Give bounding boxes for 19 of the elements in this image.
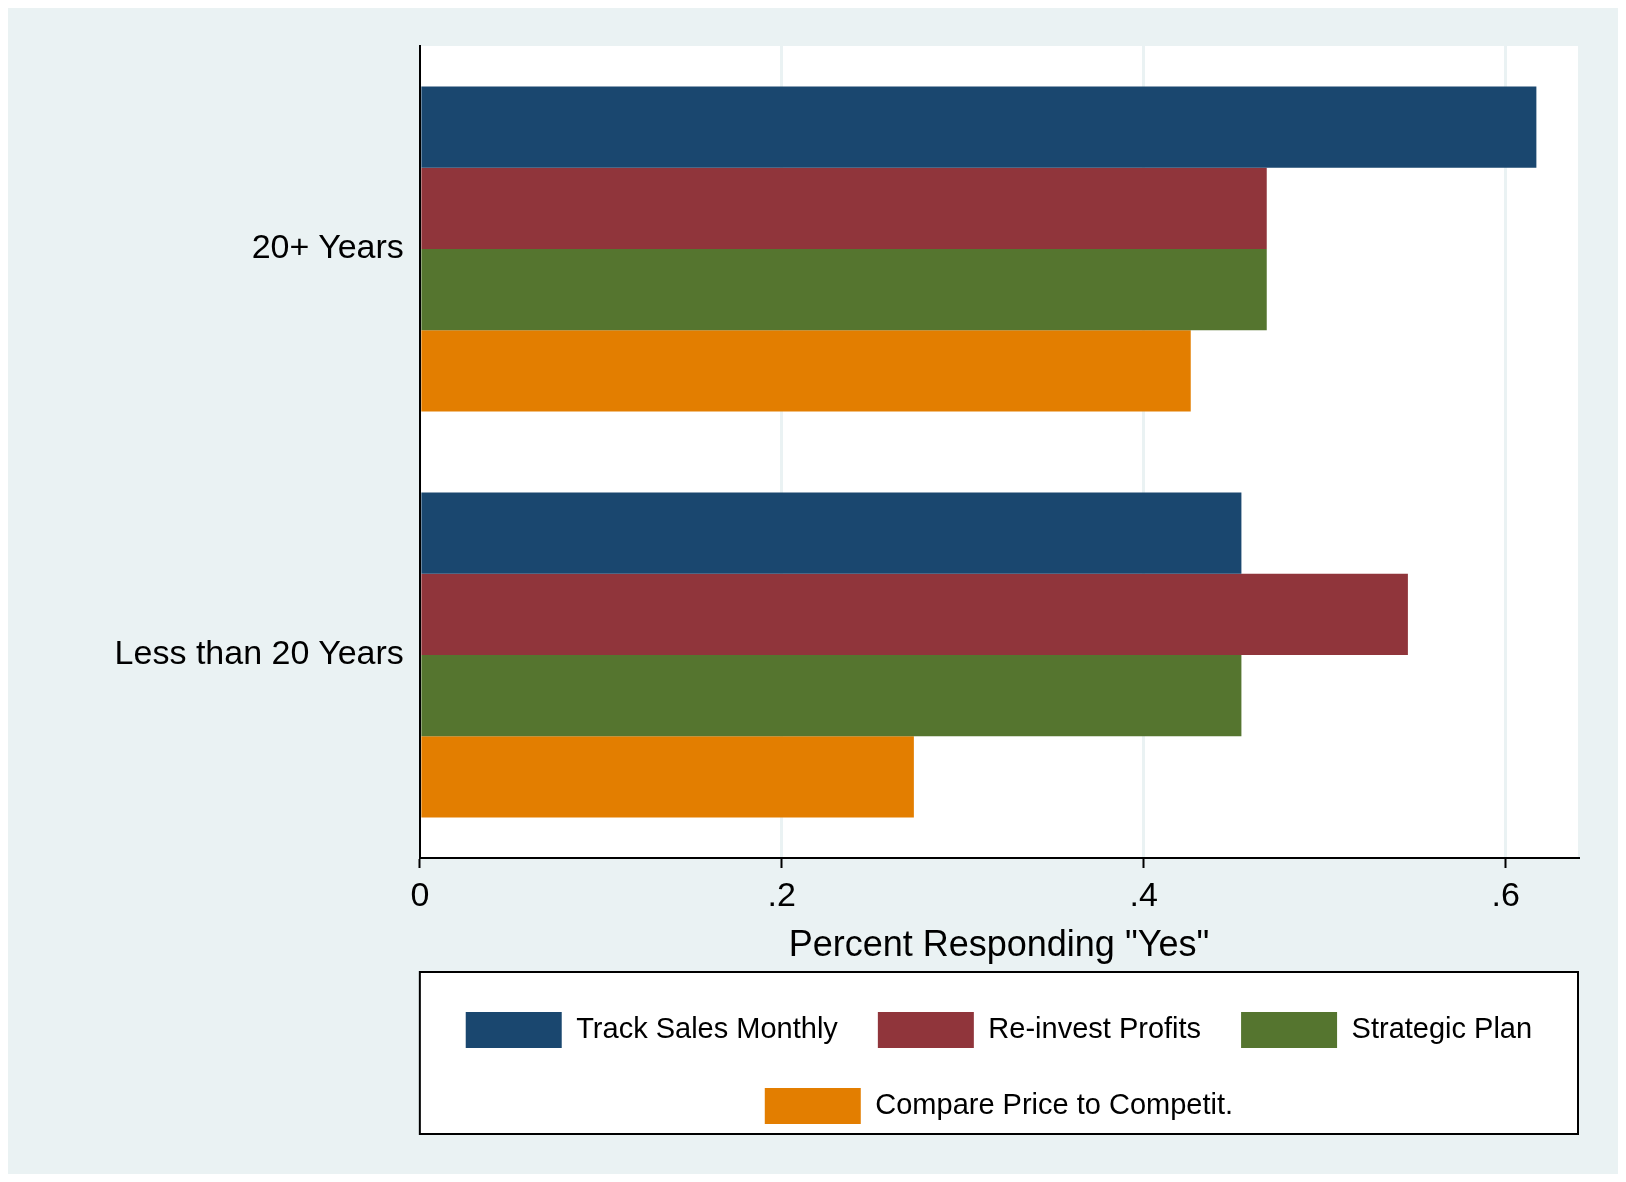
x-tick-label: .4: [1129, 874, 1158, 913]
legend-label: Compare Price to Competit.: [875, 1088, 1234, 1120]
legend-label: Strategic Plan: [1351, 1012, 1533, 1044]
x-tick-label: .6: [1491, 874, 1520, 913]
legend-label: Re-invest Profits: [988, 1012, 1202, 1044]
legend-label: Track Sales Monthly: [576, 1012, 839, 1044]
bar: [421, 655, 1242, 737]
y-tick-label: Less than 20 Years: [114, 633, 404, 672]
bar: [421, 249, 1267, 331]
bar: [421, 167, 1267, 249]
bar: [421, 573, 1408, 655]
bar: [421, 86, 1537, 168]
bar: [421, 492, 1242, 574]
x-tick-label: .2: [767, 874, 796, 913]
bar: [421, 330, 1191, 412]
y-tick-label: 20+ Years: [251, 227, 404, 266]
x-tick-label: 0: [410, 874, 430, 913]
bar: [421, 736, 914, 818]
x-axis-title: Percent Responding "Yes": [788, 923, 1210, 965]
